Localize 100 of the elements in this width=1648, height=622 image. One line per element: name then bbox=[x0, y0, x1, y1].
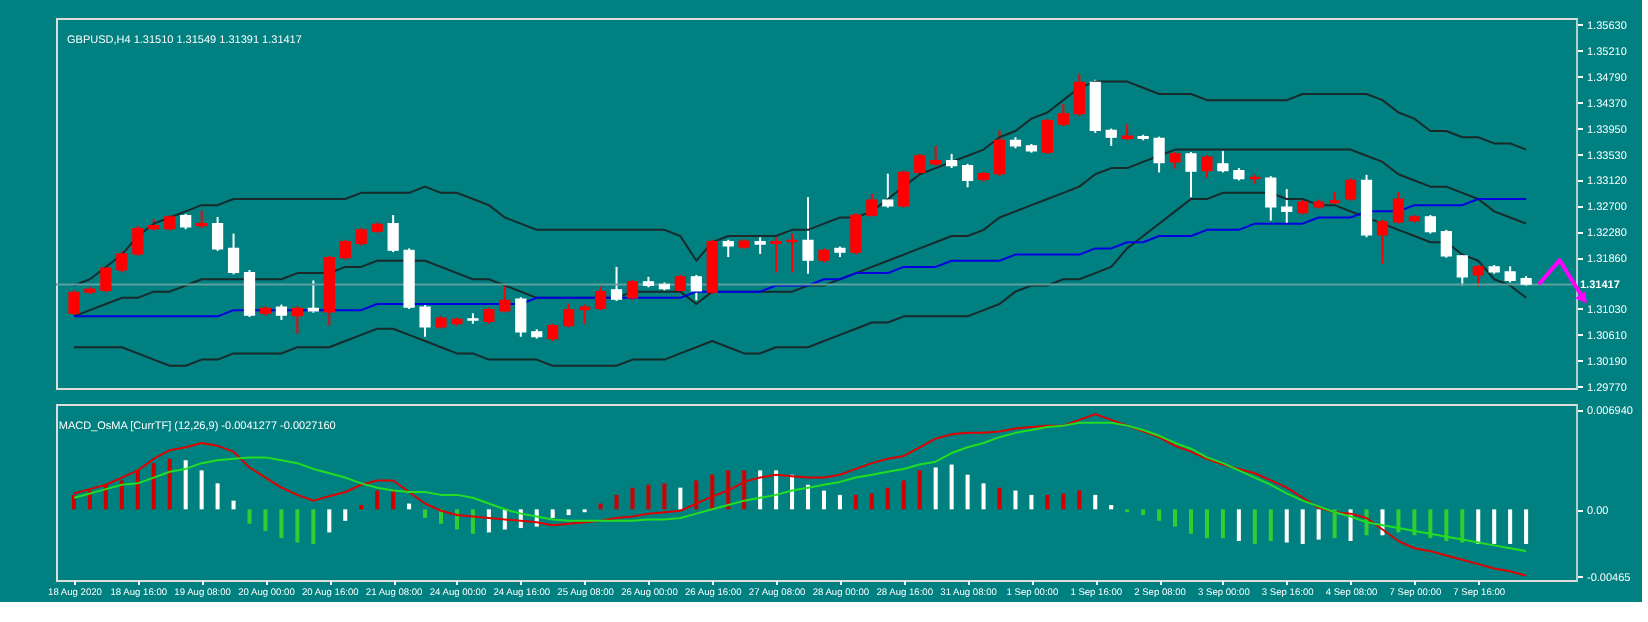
candlestick bbox=[579, 303, 591, 325]
bar bbox=[1268, 509, 1273, 542]
candlestick bbox=[1472, 264, 1484, 288]
candlestick bbox=[898, 169, 910, 209]
bar bbox=[1332, 509, 1337, 539]
bar bbox=[135, 470, 140, 510]
candlestick bbox=[626, 278, 639, 301]
bar bbox=[997, 487, 1002, 510]
bar bbox=[1188, 509, 1194, 534]
bar bbox=[1300, 509, 1305, 544]
candlestick bbox=[930, 144, 942, 167]
bar bbox=[917, 470, 922, 510]
bar bbox=[853, 494, 858, 510]
bar bbox=[566, 509, 571, 516]
candlestick bbox=[1057, 102, 1069, 128]
candlestick bbox=[770, 236, 782, 274]
candlestick bbox=[1392, 191, 1405, 225]
bar bbox=[1460, 509, 1465, 543]
bar bbox=[678, 487, 683, 510]
bar bbox=[1252, 509, 1257, 544]
bar bbox=[1093, 494, 1098, 510]
candlestick bbox=[1440, 228, 1452, 259]
bar bbox=[965, 474, 970, 510]
bar bbox=[1492, 509, 1497, 544]
bar bbox=[1476, 509, 1481, 544]
candlestick bbox=[1153, 135, 1165, 174]
bar bbox=[1220, 509, 1225, 539]
bar bbox=[1077, 490, 1082, 510]
candlestick bbox=[850, 212, 862, 256]
bar bbox=[630, 487, 635, 510]
candlestick bbox=[1041, 117, 1053, 155]
candlestick bbox=[116, 250, 128, 274]
bar bbox=[981, 483, 986, 510]
bar bbox=[614, 494, 619, 510]
candlestick bbox=[1376, 218, 1389, 265]
bar bbox=[694, 480, 699, 510]
bar bbox=[454, 509, 459, 530]
bar bbox=[1508, 509, 1513, 544]
bar bbox=[295, 509, 300, 543]
bar bbox=[375, 490, 380, 510]
bar bbox=[901, 480, 906, 510]
candlestick bbox=[1185, 151, 1197, 199]
candlestick bbox=[690, 273, 702, 302]
bar bbox=[662, 483, 667, 510]
bar bbox=[167, 458, 172, 510]
candlestick bbox=[1281, 188, 1293, 225]
bar bbox=[359, 504, 364, 510]
candlestick bbox=[243, 269, 256, 318]
bar bbox=[119, 480, 124, 510]
candlestick bbox=[1073, 73, 1085, 118]
bar bbox=[821, 490, 826, 510]
bar bbox=[1157, 509, 1162, 521]
bar bbox=[263, 509, 268, 531]
bar bbox=[1045, 494, 1050, 510]
bar bbox=[1061, 493, 1066, 510]
candlestick bbox=[1201, 154, 1213, 179]
candlestick bbox=[563, 302, 575, 329]
candlestick bbox=[387, 214, 399, 254]
bar bbox=[423, 509, 428, 518]
bar bbox=[1444, 509, 1449, 542]
bar bbox=[646, 484, 651, 510]
bar bbox=[1204, 509, 1209, 539]
bar bbox=[869, 493, 874, 510]
bar bbox=[837, 494, 842, 510]
candlestick bbox=[802, 196, 814, 275]
candlestick bbox=[1344, 177, 1357, 202]
bar bbox=[1141, 509, 1146, 516]
bar bbox=[1524, 509, 1529, 544]
candlestick bbox=[1217, 149, 1229, 174]
candlestick bbox=[68, 289, 80, 317]
bar bbox=[391, 490, 396, 510]
bar bbox=[1013, 490, 1018, 510]
candlestick bbox=[1424, 214, 1436, 235]
candlestick bbox=[227, 232, 240, 276]
bar bbox=[949, 464, 954, 510]
bar bbox=[550, 509, 555, 518]
bar bbox=[199, 470, 204, 510]
candlestick bbox=[499, 282, 511, 314]
bar bbox=[1396, 509, 1401, 533]
bar bbox=[1236, 509, 1241, 542]
bar bbox=[183, 460, 188, 510]
bar bbox=[71, 494, 76, 510]
candlestick bbox=[993, 129, 1006, 178]
bar bbox=[1029, 494, 1034, 510]
candlestick bbox=[786, 232, 798, 274]
candlestick bbox=[100, 265, 112, 294]
line-series bbox=[72, 80, 1528, 287]
candlestick bbox=[291, 305, 303, 335]
bar bbox=[1173, 509, 1178, 527]
bar bbox=[1428, 509, 1433, 539]
candlestick bbox=[515, 296, 527, 338]
bar bbox=[247, 509, 252, 524]
bar bbox=[327, 509, 332, 533]
candlestick bbox=[132, 225, 144, 257]
candlestick bbox=[1265, 175, 1277, 222]
candlestick bbox=[610, 265, 623, 302]
candlestick bbox=[961, 162, 974, 189]
bar bbox=[279, 509, 284, 539]
bar bbox=[1316, 509, 1321, 540]
bar bbox=[933, 467, 938, 510]
